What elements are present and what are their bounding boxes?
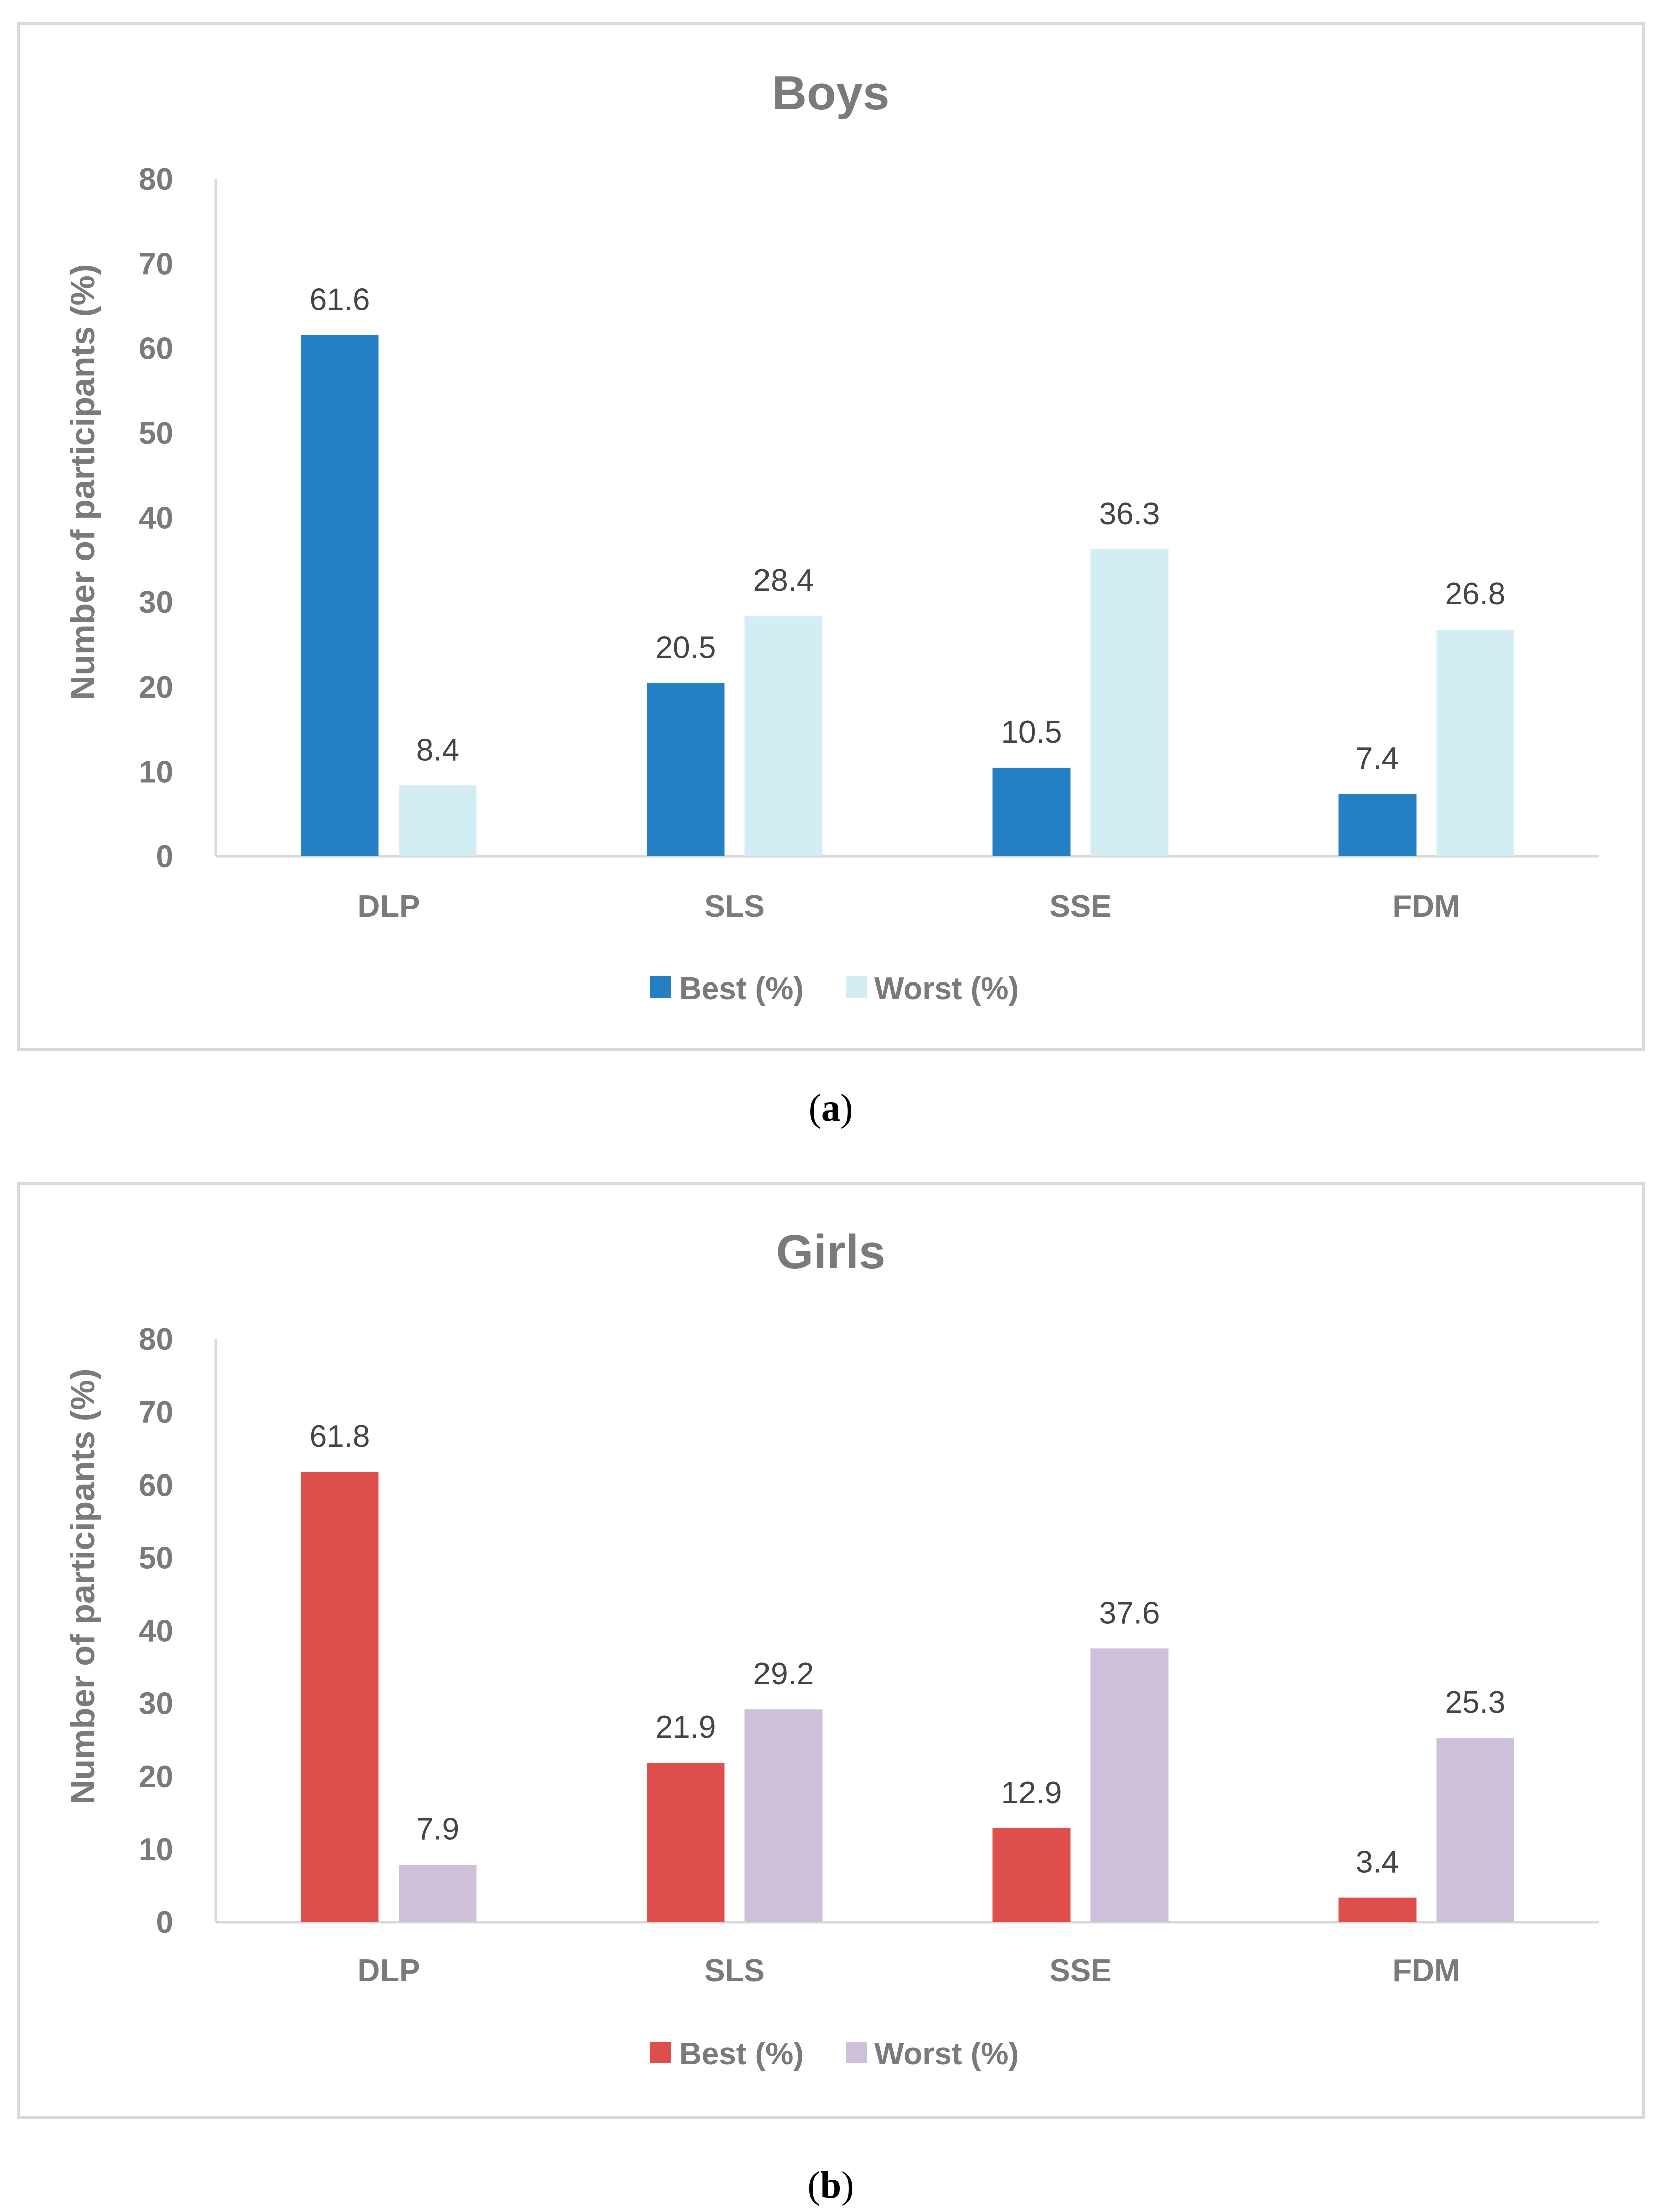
x-category-label: SSE [1049, 889, 1111, 924]
y-tick-label: 50 [139, 1541, 173, 1575]
caption-b: (b) [808, 2164, 854, 2206]
legend-swatch-best [650, 2042, 671, 2063]
data-label-sls-worst: 28.4 [753, 563, 814, 598]
bar-group-boys [301, 335, 1514, 856]
bar-fdm-worst [1436, 1738, 1514, 1922]
bar-sse-worst [1090, 1648, 1169, 1922]
data-label-dlp-worst: 8.4 [416, 732, 459, 767]
y-ticks-boys: 0 10 20 30 40 50 60 70 80 [139, 162, 173, 874]
chart-title-girls: Girls [776, 1225, 886, 1279]
data-label-sse-worst: 36.3 [1099, 497, 1160, 531]
x-category-label: DLP [358, 889, 420, 924]
bar-dlp-best [301, 335, 379, 856]
data-label-fdm-best: 7.4 [1356, 741, 1399, 776]
x-category-label: DLP [358, 1953, 420, 1988]
y-tick-label: 40 [139, 1614, 173, 1649]
x-categories-boys: DLP SLS SSE FDM [358, 889, 1460, 924]
legend-label-worst: Worst (%) [874, 2037, 1019, 2071]
y-tick-label: 10 [139, 1832, 173, 1867]
y-tick-label: 20 [139, 670, 173, 705]
legend-girls: Best (%) Worst (%) [650, 2037, 1019, 2071]
bar-sls-best [647, 1763, 725, 1922]
bar-sse-best [992, 1828, 1071, 1922]
bar-dlp-best [301, 1472, 379, 1922]
bar-fdm-best [1338, 794, 1417, 856]
y-ticks-girls: 0 10 20 30 40 50 60 70 80 [139, 1322, 173, 1940]
x-category-label: FDM [1392, 889, 1460, 924]
y-tick-label: 20 [139, 1760, 173, 1794]
y-tick-label: 10 [139, 755, 173, 789]
legend-label-best: Best (%) [679, 2037, 804, 2071]
data-label-sse-worst: 37.6 [1099, 1595, 1160, 1630]
data-label-fdm-worst: 25.3 [1445, 1685, 1506, 1720]
data-label-sls-best: 20.5 [656, 630, 716, 665]
data-label-dlp-worst: 7.9 [416, 1812, 459, 1847]
bar-sse-best [992, 767, 1071, 856]
bar-sls-worst [744, 1709, 823, 1922]
bar-fdm-best [1338, 1897, 1417, 1922]
bar-fdm-worst [1436, 630, 1514, 856]
y-tick-label: 50 [139, 416, 173, 451]
data-label-sse-best: 10.5 [1001, 715, 1062, 750]
y-tick-label: 30 [139, 1687, 173, 1722]
y-tick-label: 30 [139, 585, 173, 620]
data-label-sls-worst: 29.2 [753, 1657, 814, 1691]
bar-sse-worst [1090, 549, 1169, 856]
bar-group-girls [301, 1472, 1514, 1922]
legend-label-best: Best (%) [679, 971, 804, 1006]
y-tick-label: 0 [156, 1905, 173, 1940]
data-label-dlp-best: 61.8 [310, 1419, 370, 1454]
x-category-label: SLS [704, 1953, 765, 1988]
y-tick-label: 40 [139, 501, 173, 536]
y-tick-label: 60 [139, 1468, 173, 1503]
y-tick-label: 0 [156, 839, 173, 874]
bar-dlp-worst [399, 785, 477, 856]
chart-panel-boys: Boys Number of participants (%) 0 10 20 … [17, 22, 1645, 1129]
bar-labels-girls: 61.8 7.9 21.9 29.2 12.9 37.6 3.4 25.3 [310, 1419, 1506, 1880]
legend-boys: Best (%) Worst (%) [650, 971, 1019, 1006]
y-axis-title-girls: Number of participants (%) [64, 1369, 102, 1805]
data-label-fdm-best: 3.4 [1356, 1845, 1399, 1880]
bar-sls-worst [744, 616, 823, 856]
legend-label-worst: Worst (%) [874, 971, 1019, 1006]
x-category-label: SSE [1049, 1953, 1111, 1988]
y-tick-label: 70 [139, 1395, 173, 1430]
data-label-sse-best: 12.9 [1001, 1776, 1062, 1810]
x-categories-girls: DLP SLS SSE FDM [358, 1953, 1460, 1988]
x-category-label: FDM [1392, 1953, 1460, 1988]
chart-frame-girls [17, 1182, 1645, 2119]
chart-panel-girls: Girls Number of participants (%) 0 10 20… [17, 1182, 1645, 2206]
data-label-dlp-best: 61.6 [310, 282, 370, 317]
chart-frame-boys [17, 22, 1645, 1051]
legend-swatch-worst [846, 2042, 867, 2063]
bar-sls-best [647, 683, 725, 856]
caption-a: (a) [809, 1087, 853, 1129]
bar-dlp-worst [399, 1865, 477, 1922]
data-label-fdm-worst: 26.8 [1445, 577, 1506, 611]
y-tick-label: 70 [139, 247, 173, 282]
data-label-sls-best: 21.9 [656, 1710, 716, 1745]
chart-title-boys: Boys [772, 66, 890, 120]
legend-swatch-worst [846, 976, 867, 998]
y-tick-label: 60 [139, 331, 173, 366]
y-axis-title-boys: Number of participants (%) [64, 264, 102, 700]
y-tick-label: 80 [139, 162, 173, 197]
bar-labels-boys: 61.6 8.4 20.5 28.4 10.5 36.3 7.4 26.8 [310, 282, 1506, 776]
y-tick-label: 80 [139, 1322, 173, 1357]
legend-swatch-best [650, 976, 671, 998]
x-category-label: SLS [704, 889, 765, 924]
